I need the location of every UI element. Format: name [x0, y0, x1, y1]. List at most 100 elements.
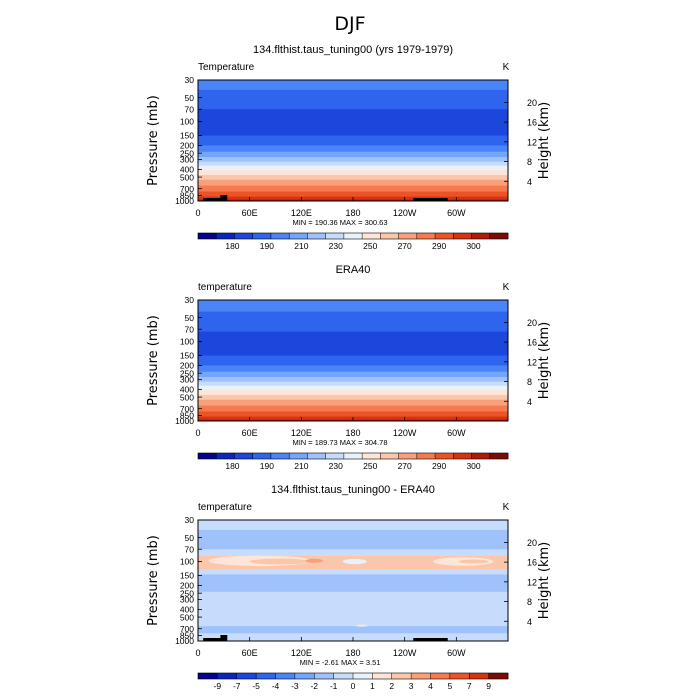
colorbar-frame	[197, 232, 509, 240]
colorbar-swatch	[275, 673, 296, 679]
y-tick-label: 850	[180, 411, 194, 421]
x-tick-label: 0	[195, 208, 200, 218]
contour-band	[198, 520, 508, 531]
colorbar-label: 230	[329, 241, 343, 251]
y-tick-label: 200	[180, 361, 194, 371]
colorbar-label: -9	[214, 681, 222, 691]
colorbar-label: 210	[294, 241, 308, 251]
colorbar-swatch	[314, 673, 334, 679]
contour-field	[198, 300, 508, 421]
y-tick-label: 300	[180, 375, 194, 385]
right-tick-label: 4	[527, 617, 532, 627]
right-tick-label: 4	[527, 397, 532, 407]
right-tick-label: 12	[527, 577, 537, 587]
y-tick-label: 400	[180, 165, 194, 175]
colorbar-frame	[197, 452, 509, 460]
colorbar-swatch	[453, 233, 472, 239]
contour-band	[198, 355, 508, 366]
y-axis-label: Pressure (mb)	[146, 315, 161, 406]
y-tick-label: 300	[180, 595, 194, 605]
x-tick-label: 180	[345, 428, 360, 438]
colorbar-swatch	[453, 453, 472, 459]
right-axis-label: Height (km)	[537, 322, 552, 399]
colorbar-swatch	[416, 453, 436, 459]
contour-region	[458, 559, 489, 564]
y-tick-label: 500	[180, 392, 194, 402]
units-label: K	[503, 502, 510, 513]
y-tick-label: 500	[180, 172, 194, 182]
colorbar-label: -4	[272, 681, 280, 691]
colorbar-swatch	[325, 233, 345, 239]
contour-band	[198, 165, 508, 171]
colorbar-swatch	[398, 233, 418, 239]
x-tick-label: 60W	[447, 428, 466, 438]
colorbar-label: 210	[294, 461, 308, 471]
y-tick-label: 500	[180, 612, 194, 622]
topography	[203, 198, 224, 201]
y-tick-label: 700	[180, 624, 194, 634]
topography	[413, 198, 448, 201]
contour-band	[198, 185, 508, 193]
colorbar-swatch	[391, 673, 412, 679]
x-tick-label: 60E	[242, 208, 258, 218]
y-tick-label: 70	[185, 544, 195, 554]
colorbar-swatch	[234, 233, 254, 239]
contour-band	[198, 145, 508, 153]
x-tick-label: 120E	[291, 208, 312, 218]
contour-band	[198, 405, 508, 413]
contour-band	[198, 411, 508, 418]
colorbar-label: 180	[225, 241, 239, 251]
colorbar-swatch	[289, 233, 308, 239]
contour-band	[198, 161, 508, 167]
x-tick-label: 120W	[393, 428, 417, 438]
colorbar-swatch	[270, 233, 290, 239]
contour-band	[198, 390, 508, 396]
right-axis-label: Height (km)	[537, 102, 552, 179]
y-tick-label: 70	[185, 324, 195, 334]
colorbar-swatch	[217, 673, 238, 679]
y-tick-label: 250	[180, 368, 194, 378]
contour-region	[355, 624, 368, 627]
contour-band	[198, 80, 508, 91]
colorbar-swatch	[488, 673, 509, 679]
colorbar-swatch	[380, 453, 399, 459]
figure-title: DJF	[334, 13, 365, 35]
right-tick-label: 16	[527, 558, 537, 568]
colorbar-label: 290	[432, 461, 446, 471]
colorbar-swatch	[333, 673, 354, 679]
colorbar-label: 300	[466, 241, 480, 251]
y-tick-label: 200	[180, 581, 194, 591]
colorbar-label: 290	[432, 241, 446, 251]
colorbar-label: 9	[486, 681, 491, 691]
contour-band	[198, 399, 508, 407]
x-tick-label: 120E	[291, 648, 312, 658]
y-tick-label: 1000	[175, 196, 194, 206]
contour-band	[198, 569, 508, 575]
colorbar-label: 190	[260, 241, 274, 251]
right-tick-label: 12	[527, 137, 537, 147]
colorbar-label: 270	[398, 241, 412, 251]
contour-band	[198, 191, 508, 198]
colorbar-swatch	[307, 233, 326, 239]
contour-band	[198, 170, 508, 176]
contour-region	[342, 558, 367, 565]
contour-band	[198, 529, 508, 550]
contour-band	[198, 365, 508, 373]
variable-label: temperature	[198, 502, 252, 513]
x-tick-label: 120W	[393, 648, 417, 658]
colorbar-swatch	[372, 673, 393, 679]
colorbar-swatch	[325, 453, 345, 459]
colorbar-swatch	[216, 453, 235, 459]
colorbar-label: 250	[363, 461, 377, 471]
contour-band	[198, 381, 508, 387]
topography	[220, 635, 228, 641]
y-tick-label: 30	[185, 515, 195, 525]
colorbar-swatch	[469, 673, 489, 679]
right-tick-label: 8	[527, 157, 532, 167]
colorbar-label: 4	[428, 681, 433, 691]
y-tick-label: 400	[180, 385, 194, 395]
colorbar-label: 270	[398, 461, 412, 471]
contour-band	[198, 331, 508, 357]
y-tick-label: 150	[180, 131, 194, 141]
